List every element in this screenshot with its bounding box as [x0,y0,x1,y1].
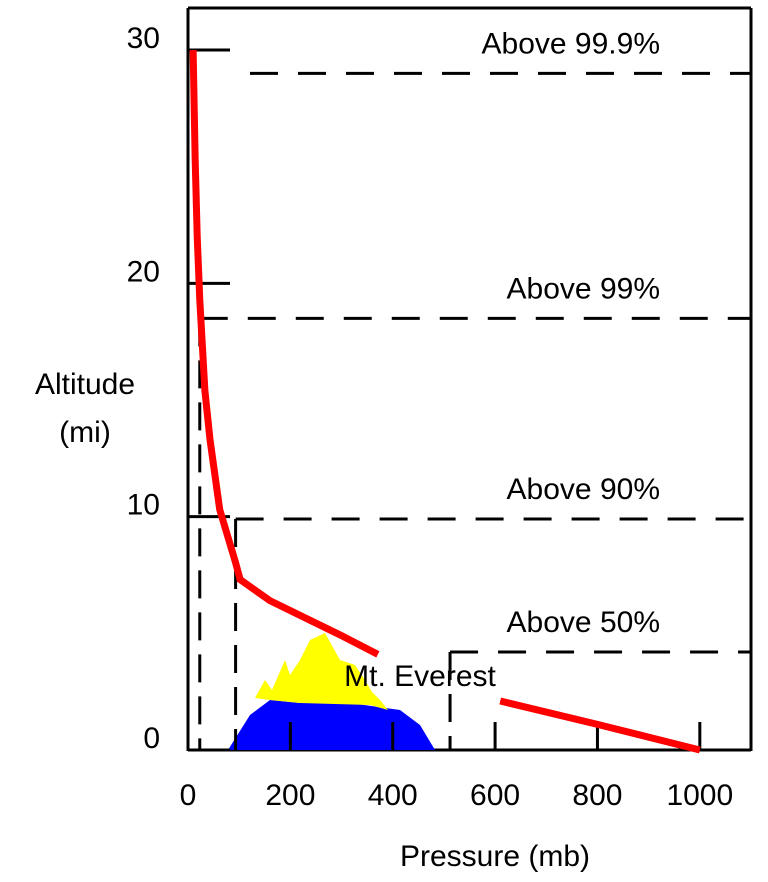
data-line [189,49,701,754]
annotation: Mt. Everest [344,660,496,693]
y-tick-label: 10 [127,489,160,522]
y-axis-label: Altitude [35,368,135,401]
x-tick-label: 600 [470,779,520,812]
y-tick-label: 30 [127,22,160,55]
x-tick-label: 1000 [666,779,733,812]
level-label: Above 50% [507,606,660,639]
x-tick-label: 400 [368,779,418,812]
mountain-snow [255,633,388,710]
mountain-base [228,700,435,750]
x-tick-label: 800 [572,779,622,812]
level-label: Above 99.9% [482,27,660,60]
level-label: Above 90% [507,473,660,506]
x-tick-label: 200 [265,779,315,812]
plot-frame [186,6,753,752]
y-tick-label: 0 [143,722,160,755]
y-axis-label: (mi) [59,416,111,449]
level-label: Above 99% [507,272,660,305]
x-axis-label: Pressure (mb) [400,840,590,873]
x-tick-label: 0 [180,779,197,812]
y-tick-label: 20 [127,255,160,288]
